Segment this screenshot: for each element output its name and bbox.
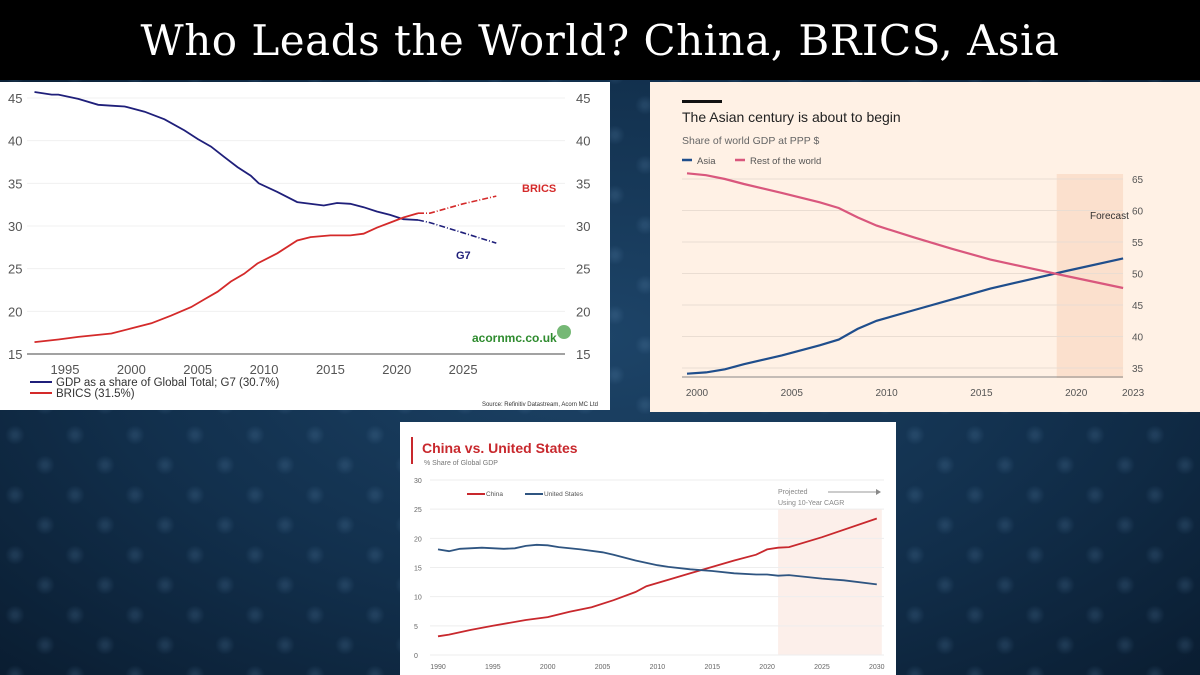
y-tick-label: 5: [414, 624, 418, 631]
x-tick-label: 2015: [316, 362, 345, 377]
y-tick-label: 65: [1132, 175, 1144, 186]
y-tick-label-right: 45: [576, 91, 590, 106]
asia-chart-svg: Forecast 35 40 45 50 55 60 65 2000 2005 2010 2015 20…: [682, 100, 1145, 399]
x-tick-label: 2005: [781, 388, 804, 399]
x-tick-label: 2010: [875, 388, 898, 399]
projected-label-2: Using 10-Year CAGR: [778, 500, 844, 507]
y-tick-label-left: 30: [8, 219, 22, 234]
x-tick-label: 1990: [430, 664, 446, 671]
x-tick-label: 2020: [759, 664, 775, 671]
y-tick-label-left: 45: [8, 91, 22, 106]
series-line-china: [437, 517, 878, 638]
projected-region: [778, 509, 882, 655]
projection-line-G7: [417, 219, 497, 244]
legend-label: China: [486, 491, 503, 498]
x-tick-label: 2000: [540, 664, 556, 671]
y-tick-label: 40: [1132, 333, 1144, 344]
y-tick-label-left: 15: [8, 347, 22, 362]
series-line-united-states: [437, 543, 877, 586]
x-tick-label: 2010: [250, 362, 279, 377]
china-us-chart: Projected Using 10-Year CAGR 0 5 10 15 20 25 30 1…: [400, 422, 896, 675]
y-tick-label-left: 25: [8, 262, 22, 277]
series-line-rest-of-the-world: [686, 172, 1124, 290]
x-tick-label: 1995: [485, 664, 501, 671]
y-tick-label: 55: [1132, 238, 1144, 249]
series-line-BRICS: [34, 212, 419, 343]
y-tick-label-right: 35: [576, 176, 590, 191]
x-tick-label: 2030: [869, 664, 885, 671]
brics-label: BRICS: [522, 183, 556, 195]
y-tick-label-left: 35: [8, 176, 22, 191]
chart-title: The Asian century is about to begin: [682, 109, 901, 125]
watermark-logo: acornmc.co.uk: [472, 331, 557, 345]
g7-label: G7: [456, 250, 471, 262]
y-tick-label: 10: [414, 595, 422, 602]
y-tick-label: 20: [414, 536, 422, 543]
x-tick-label: 2005: [183, 362, 212, 377]
x-tick-label: 2015: [704, 664, 720, 671]
x-tick-label: 2010: [650, 664, 666, 671]
x-tick-label: 2020: [382, 362, 411, 377]
y-tick-label: 45: [1132, 301, 1144, 312]
y-tick-label: 25: [414, 507, 422, 514]
title-accent-bar: [411, 437, 413, 464]
y-tick-label: 50: [1132, 270, 1144, 281]
series-line-G7: [34, 91, 419, 221]
x-tick-label: 2005: [595, 664, 611, 671]
chart-subtitle: Share of world GDP at PPP $: [682, 135, 820, 147]
x-tick-label: 2000: [686, 388, 709, 399]
x-tick-label: 2000: [117, 362, 146, 377]
y-tick-label-left: 40: [8, 134, 22, 149]
arrow-head-icon: [876, 489, 881, 495]
y-tick-label: 0: [414, 653, 418, 660]
projection-line-BRICS: [418, 195, 497, 214]
y-tick-label-right: 30: [576, 219, 590, 234]
y-tick-label-right: 25: [576, 262, 590, 277]
tree-logo-icon: [557, 325, 571, 339]
chart-subtitle: % Share of Global GDP: [424, 460, 498, 467]
x-tick-label: 2025: [449, 362, 478, 377]
title-accent-bar: [682, 100, 722, 103]
slide-title-bar: Who Leads the World? China, BRICS, Asia: [0, 0, 1200, 80]
x-tick-label: 2020: [1065, 388, 1088, 399]
slide-title: Who Leads the World? China, BRICS, Asia: [140, 15, 1060, 65]
chart-title: China vs. United States: [422, 440, 578, 456]
legend-label: Asia: [697, 156, 716, 167]
source-note: Source: Refinitiv Datastream, Acorn MC L…: [482, 402, 598, 408]
y-tick-label-left: 20: [8, 304, 22, 319]
y-tick-label: 35: [1132, 364, 1144, 375]
legend-label: GDP as a share of Global Total; G7 (30.7…: [56, 377, 279, 389]
y-tick-label: 60: [1132, 207, 1144, 218]
x-tick-label: 2023: [1122, 388, 1145, 399]
y-tick-label: 15: [414, 566, 422, 573]
legend-label: Rest of the world: [750, 156, 821, 167]
legend-label: BRICS (31.5%): [56, 388, 135, 400]
x-tick-label: 1995: [51, 362, 80, 377]
g7-brics-chart: 15 15 20 20 25 25 30 30 35 35 40 40 45 45 1995 2000 2005…: [0, 82, 610, 410]
x-tick-label: 2015: [970, 388, 993, 399]
y-tick-label-right: 20: [576, 304, 590, 319]
forecast-label: Forecast: [1090, 211, 1129, 222]
projected-label: Projected: [778, 489, 808, 496]
y-tick-label-right: 15: [576, 347, 590, 362]
y-tick-label: 30: [414, 478, 422, 485]
x-tick-label: 2025: [814, 664, 830, 671]
y-tick-label-right: 40: [576, 134, 590, 149]
asia-chart: Forecast 35 40 45 50 55 60 65 2000 2005 2010 2015 20…: [650, 82, 1200, 412]
legend-label: United States: [544, 491, 584, 498]
series-line-asia: [686, 257, 1124, 375]
